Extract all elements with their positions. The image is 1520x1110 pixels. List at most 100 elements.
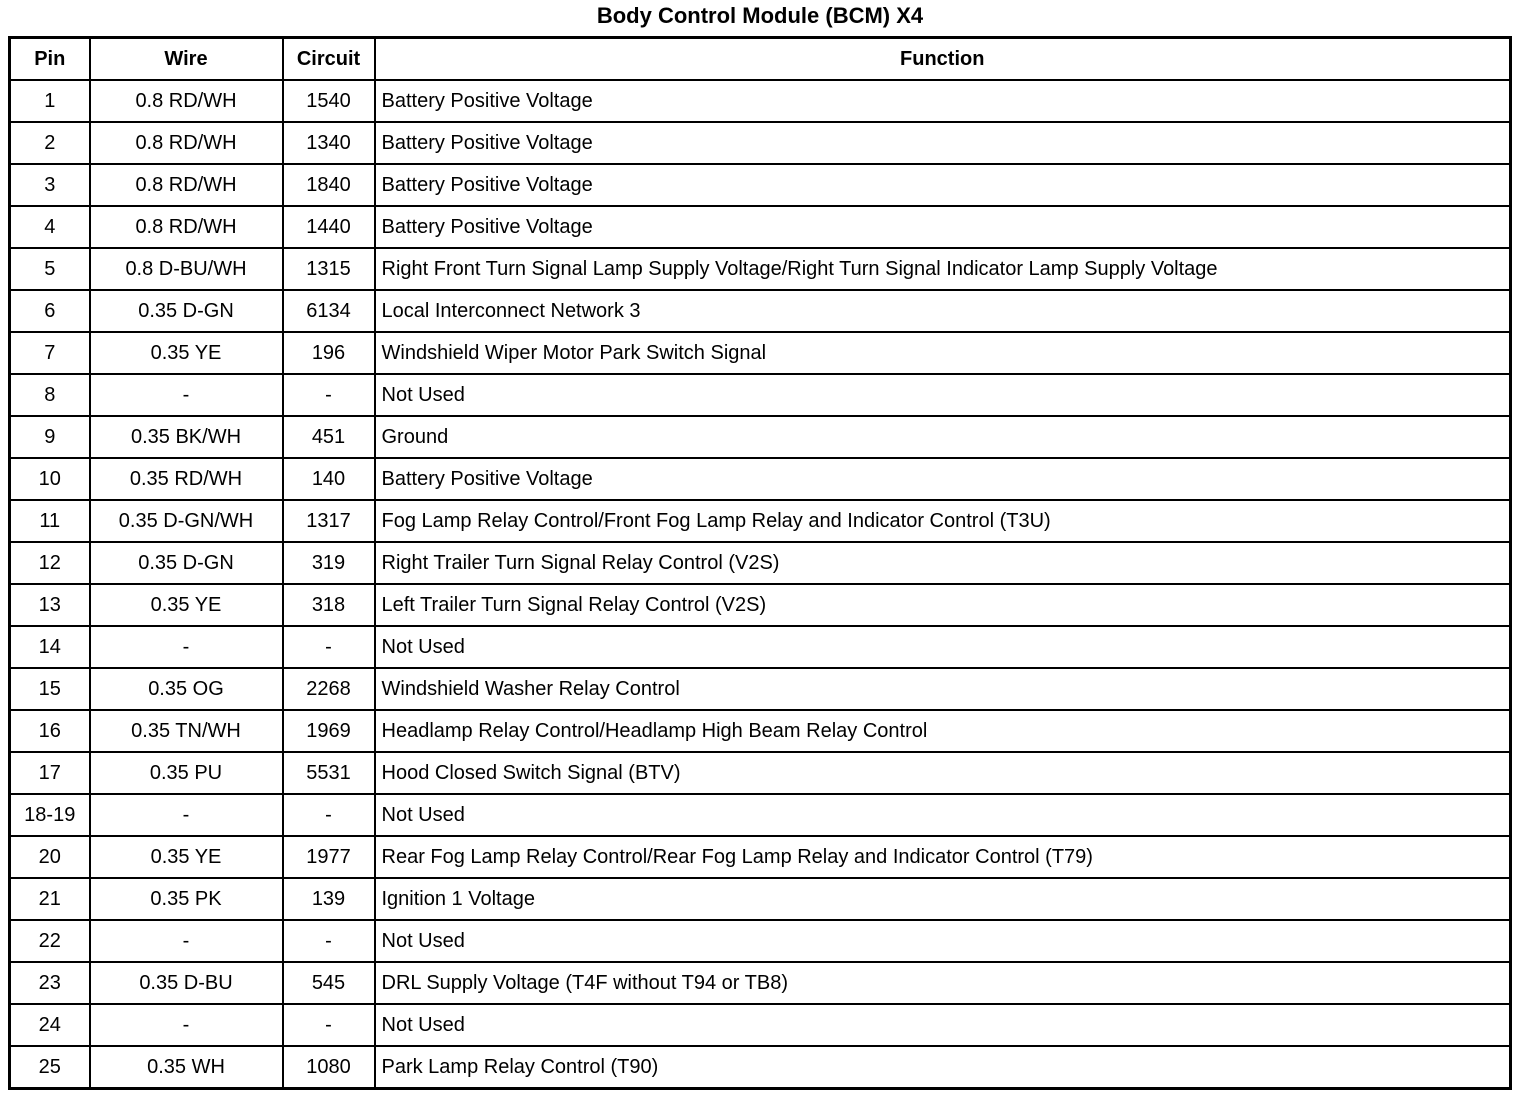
cell-circuit: 5531 bbox=[281, 751, 376, 795]
cell-circuit: 140 bbox=[281, 457, 376, 501]
cell-wire: 0.8 RD/WH bbox=[88, 121, 284, 165]
page-title: Body Control Module (BCM) X4 bbox=[596, 3, 924, 28]
table-row: 11 0.35 D-GN/WH 1317 Fog Lamp Relay Cont… bbox=[8, 499, 1512, 543]
cell-wire: 0.35 D-GN bbox=[88, 541, 284, 585]
cell-function: Battery Positive Voltage bbox=[373, 121, 1512, 165]
table-row: 21 0.35 PK 139 Ignition 1 Voltage bbox=[8, 877, 1512, 921]
cell-wire: 0.35 BK/WH bbox=[88, 415, 284, 459]
table-row: 8 - - Not Used bbox=[8, 373, 1512, 417]
cell-wire: 0.35 PU bbox=[88, 751, 284, 795]
table-row: 10 0.35 RD/WH 140 Battery Positive Volta… bbox=[8, 457, 1512, 501]
cell-function: Hood Closed Switch Signal (BTV) bbox=[373, 751, 1512, 795]
cell-function: Windshield Wiper Motor Park Switch Signa… bbox=[373, 331, 1512, 375]
cell-function: Left Trailer Turn Signal Relay Control (… bbox=[373, 583, 1512, 627]
cell-wire: 0.35 RD/WH bbox=[88, 457, 284, 501]
cell-function: Ground bbox=[373, 415, 1512, 459]
cell-pin: 25 bbox=[8, 1045, 91, 1090]
cell-pin: 8 bbox=[8, 373, 91, 417]
table-row: 18-19 - - Not Used bbox=[8, 793, 1512, 837]
cell-pin: 17 bbox=[8, 751, 91, 795]
table-row: 4 0.8 RD/WH 1440 Battery Positive Voltag… bbox=[8, 205, 1512, 249]
cell-wire: 0.35 D-BU bbox=[88, 961, 284, 1005]
cell-wire: 0.8 RD/WH bbox=[88, 163, 284, 207]
cell-function: Right Front Turn Signal Lamp Supply Volt… bbox=[373, 247, 1512, 291]
cell-circuit: 2268 bbox=[281, 667, 376, 711]
cell-wire: 0.8 RD/WH bbox=[88, 205, 284, 249]
cell-wire: 0.8 D-BU/WH bbox=[88, 247, 284, 291]
table-row: 22 - - Not Used bbox=[8, 919, 1512, 963]
table-row: 23 0.35 D-BU 545 DRL Supply Voltage (T4F… bbox=[8, 961, 1512, 1005]
pinout-table: Pin Wire Circuit Function 1 0.8 RD/WH 15… bbox=[8, 36, 1512, 1090]
cell-function: Rear Fog Lamp Relay Control/Rear Fog Lam… bbox=[373, 835, 1512, 879]
cell-circuit: 196 bbox=[281, 331, 376, 375]
cell-function: Headlamp Relay Control/Headlamp High Bea… bbox=[373, 709, 1512, 753]
cell-wire: 0.35 YE bbox=[88, 835, 284, 879]
table-row: 17 0.35 PU 5531 Hood Closed Switch Signa… bbox=[8, 751, 1512, 795]
header-cell-circuit: Circuit bbox=[281, 36, 376, 81]
cell-wire: - bbox=[88, 373, 284, 417]
table-row: 14 - - Not Used bbox=[8, 625, 1512, 669]
cell-pin: 2 bbox=[8, 121, 91, 165]
table-row: 20 0.35 YE 1977 Rear Fog Lamp Relay Cont… bbox=[8, 835, 1512, 879]
cell-circuit: - bbox=[281, 625, 376, 669]
cell-pin: 22 bbox=[8, 919, 91, 963]
table-row: 16 0.35 TN/WH 1969 Headlamp Relay Contro… bbox=[8, 709, 1512, 753]
cell-function: Not Used bbox=[373, 373, 1512, 417]
cell-pin: 21 bbox=[8, 877, 91, 921]
table-row: 15 0.35 OG 2268 Windshield Washer Relay … bbox=[8, 667, 1512, 711]
cell-circuit: 1969 bbox=[281, 709, 376, 753]
cell-function: Local Interconnect Network 3 bbox=[373, 289, 1512, 333]
cell-wire: - bbox=[88, 1003, 284, 1047]
cell-function: Right Trailer Turn Signal Relay Control … bbox=[373, 541, 1512, 585]
cell-pin: 1 bbox=[8, 79, 91, 123]
table-row: 12 0.35 D-GN 319 Right Trailer Turn Sign… bbox=[8, 541, 1512, 585]
cell-function: Fog Lamp Relay Control/Front Fog Lamp Re… bbox=[373, 499, 1512, 543]
cell-circuit: - bbox=[281, 919, 376, 963]
cell-pin: 9 bbox=[8, 415, 91, 459]
cell-pin: 11 bbox=[8, 499, 91, 543]
cell-wire: 0.8 RD/WH bbox=[88, 79, 284, 123]
cell-wire: - bbox=[88, 919, 284, 963]
cell-wire: - bbox=[88, 793, 284, 837]
cell-wire: 0.35 PK bbox=[88, 877, 284, 921]
cell-pin: 14 bbox=[8, 625, 91, 669]
cell-pin: 18-19 bbox=[8, 793, 91, 837]
cell-pin: 10 bbox=[8, 457, 91, 501]
cell-circuit: 318 bbox=[281, 583, 376, 627]
table-row: 6 0.35 D-GN 6134 Local Interconnect Netw… bbox=[8, 289, 1512, 333]
cell-circuit: 451 bbox=[281, 415, 376, 459]
cell-pin: 24 bbox=[8, 1003, 91, 1047]
cell-function: Windshield Washer Relay Control bbox=[373, 667, 1512, 711]
cell-pin: 4 bbox=[8, 205, 91, 249]
cell-pin: 16 bbox=[8, 709, 91, 753]
table-row: 25 0.35 WH 1080 Park Lamp Relay Control … bbox=[8, 1045, 1512, 1090]
table-row: 9 0.35 BK/WH 451 Ground bbox=[8, 415, 1512, 459]
header-cell-wire: Wire bbox=[88, 36, 284, 81]
cell-wire: 0.35 OG bbox=[88, 667, 284, 711]
cell-circuit: 6134 bbox=[281, 289, 376, 333]
cell-circuit: - bbox=[281, 1003, 376, 1047]
cell-wire: 0.35 D-GN/WH bbox=[88, 499, 284, 543]
cell-circuit: 1315 bbox=[281, 247, 376, 291]
cell-function: Battery Positive Voltage bbox=[373, 205, 1512, 249]
cell-wire: 0.35 TN/WH bbox=[88, 709, 284, 753]
cell-circuit: 1840 bbox=[281, 163, 376, 207]
cell-function: Not Used bbox=[373, 625, 1512, 669]
table-row: 24 - - Not Used bbox=[8, 1003, 1512, 1047]
cell-pin: 15 bbox=[8, 667, 91, 711]
cell-wire: 0.35 YE bbox=[88, 331, 284, 375]
cell-function: Battery Positive Voltage bbox=[373, 163, 1512, 207]
cell-circuit: 1317 bbox=[281, 499, 376, 543]
cell-circuit: 139 bbox=[281, 877, 376, 921]
table-row: 5 0.8 D-BU/WH 1315 Right Front Turn Sign… bbox=[8, 247, 1512, 291]
table-row: 1 0.8 RD/WH 1540 Battery Positive Voltag… bbox=[8, 79, 1512, 123]
cell-function: Battery Positive Voltage bbox=[373, 457, 1512, 501]
cell-pin: 5 bbox=[8, 247, 91, 291]
cell-circuit: 1340 bbox=[281, 121, 376, 165]
cell-pin: 7 bbox=[8, 331, 91, 375]
table-row: 2 0.8 RD/WH 1340 Battery Positive Voltag… bbox=[8, 121, 1512, 165]
header-cell-function: Function bbox=[373, 36, 1512, 81]
cell-pin: 20 bbox=[8, 835, 91, 879]
cell-circuit: 319 bbox=[281, 541, 376, 585]
cell-wire: - bbox=[88, 625, 284, 669]
